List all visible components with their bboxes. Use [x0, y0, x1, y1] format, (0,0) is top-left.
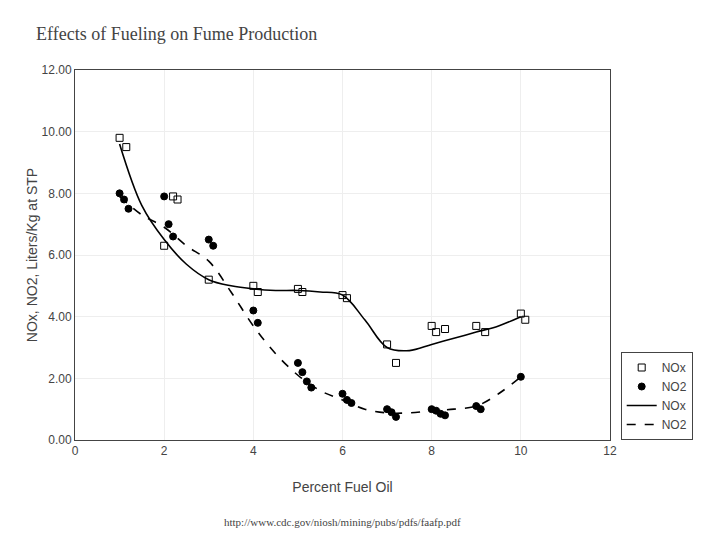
svg-text:NOx: NOx	[662, 399, 686, 413]
svg-text:2.00: 2.00	[48, 372, 72, 386]
svg-text:NOx, NO2, Liters/Kg at STP: NOx, NO2, Liters/Kg at STP	[24, 168, 40, 342]
svg-text:4: 4	[250, 444, 257, 458]
svg-text:NO2: NO2	[662, 418, 687, 432]
svg-text:Percent Fuel Oil: Percent Fuel Oil	[292, 479, 392, 495]
svg-text:10: 10	[514, 444, 528, 458]
svg-text:NO2: NO2	[662, 380, 687, 394]
svg-text:0: 0	[72, 444, 79, 458]
svg-text:Effects of Fueling on Fume Pro: Effects of Fueling on Fume Production	[36, 24, 317, 44]
svg-text:NOx: NOx	[662, 361, 686, 375]
svg-text:2: 2	[161, 444, 168, 458]
svg-text:10.00: 10.00	[42, 125, 72, 139]
svg-text:12.00: 12.00	[42, 63, 72, 77]
svg-text:http://www.cdc.gov/niosh/minin: http://www.cdc.gov/niosh/mining/pubs/pdf…	[224, 516, 461, 528]
svg-text:8.00: 8.00	[48, 187, 72, 201]
svg-text:0.00: 0.00	[48, 433, 72, 447]
svg-text:6.00: 6.00	[48, 248, 72, 262]
svg-text:8: 8	[428, 444, 435, 458]
svg-text:12: 12	[603, 444, 617, 458]
svg-text:6: 6	[339, 444, 346, 458]
svg-text:4.00: 4.00	[48, 310, 72, 324]
